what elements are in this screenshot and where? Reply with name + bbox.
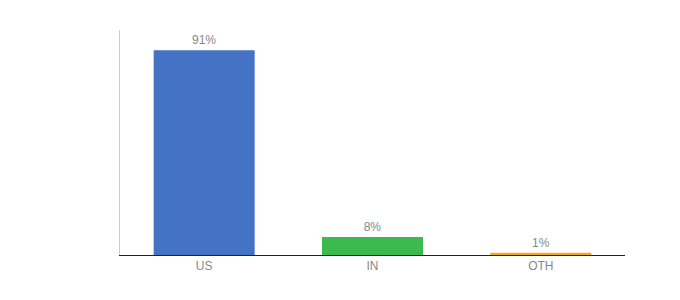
svg-text:1%: 1% — [532, 236, 550, 250]
svg-text:OTH: OTH — [528, 259, 553, 273]
svg-text:91%: 91% — [192, 33, 216, 47]
svg-text:8%: 8% — [364, 220, 382, 234]
svg-text:US: US — [196, 259, 213, 273]
svg-text:IN: IN — [367, 259, 379, 273]
